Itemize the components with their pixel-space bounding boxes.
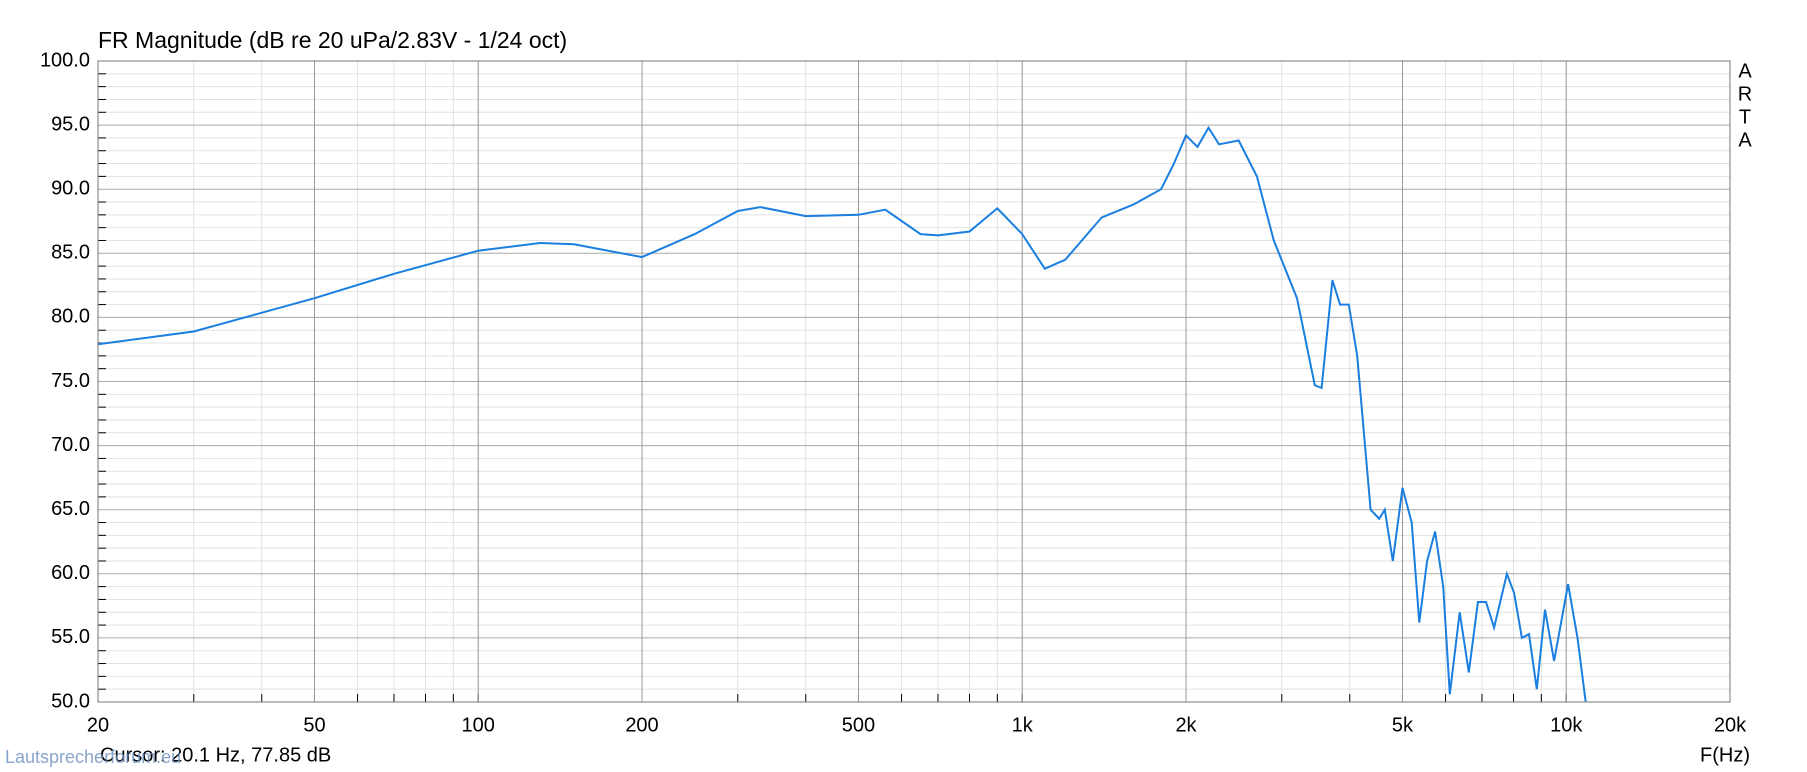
side-letter: A: [1738, 129, 1752, 151]
y-tick-label: 95.0: [51, 113, 90, 135]
y-tick-label: 90.0: [51, 177, 90, 199]
y-tick-label: 50.0: [51, 690, 90, 712]
side-letter: A: [1738, 60, 1752, 82]
x-tick-label: 20: [87, 714, 109, 736]
chart-title: FR Magnitude (dB re 20 uPa/2.83V - 1/24 …: [98, 27, 567, 53]
watermark: Lautsprecherforum.eu: [5, 747, 181, 767]
y-tick-label: 85.0: [51, 242, 90, 264]
y-tick-label: 70.0: [51, 434, 90, 456]
y-tick-label: 75.0: [51, 370, 90, 392]
x-tick-label: 50: [303, 714, 325, 736]
side-letter: T: [1739, 106, 1751, 128]
y-tick-label: 55.0: [51, 626, 90, 648]
x-tick-label: 200: [625, 714, 658, 736]
y-tick-label: 80.0: [51, 306, 90, 328]
cursor-readout: Cursor: 20.1 Hz, 77.85 dB: [100, 744, 331, 766]
x-tick-label: 500: [842, 714, 875, 736]
x-tick-label: 5k: [1392, 714, 1414, 736]
x-tick-label: 1k: [1012, 714, 1034, 736]
x-axis-label: F(Hz): [1700, 744, 1750, 766]
x-tick-label: 10k: [1550, 714, 1583, 736]
side-letter: R: [1738, 83, 1752, 105]
series-line: [97, 125, 1587, 703]
x-tick-label: 20k: [1714, 714, 1747, 736]
plot-frame: [97, 60, 1731, 703]
y-tick-label: 60.0: [51, 562, 90, 584]
y-tick-label: 65.0: [51, 498, 90, 520]
x-tick-label: 2k: [1175, 714, 1197, 736]
x-tick-label: 100: [462, 714, 495, 736]
y-tick-label: 100.0: [40, 49, 90, 71]
